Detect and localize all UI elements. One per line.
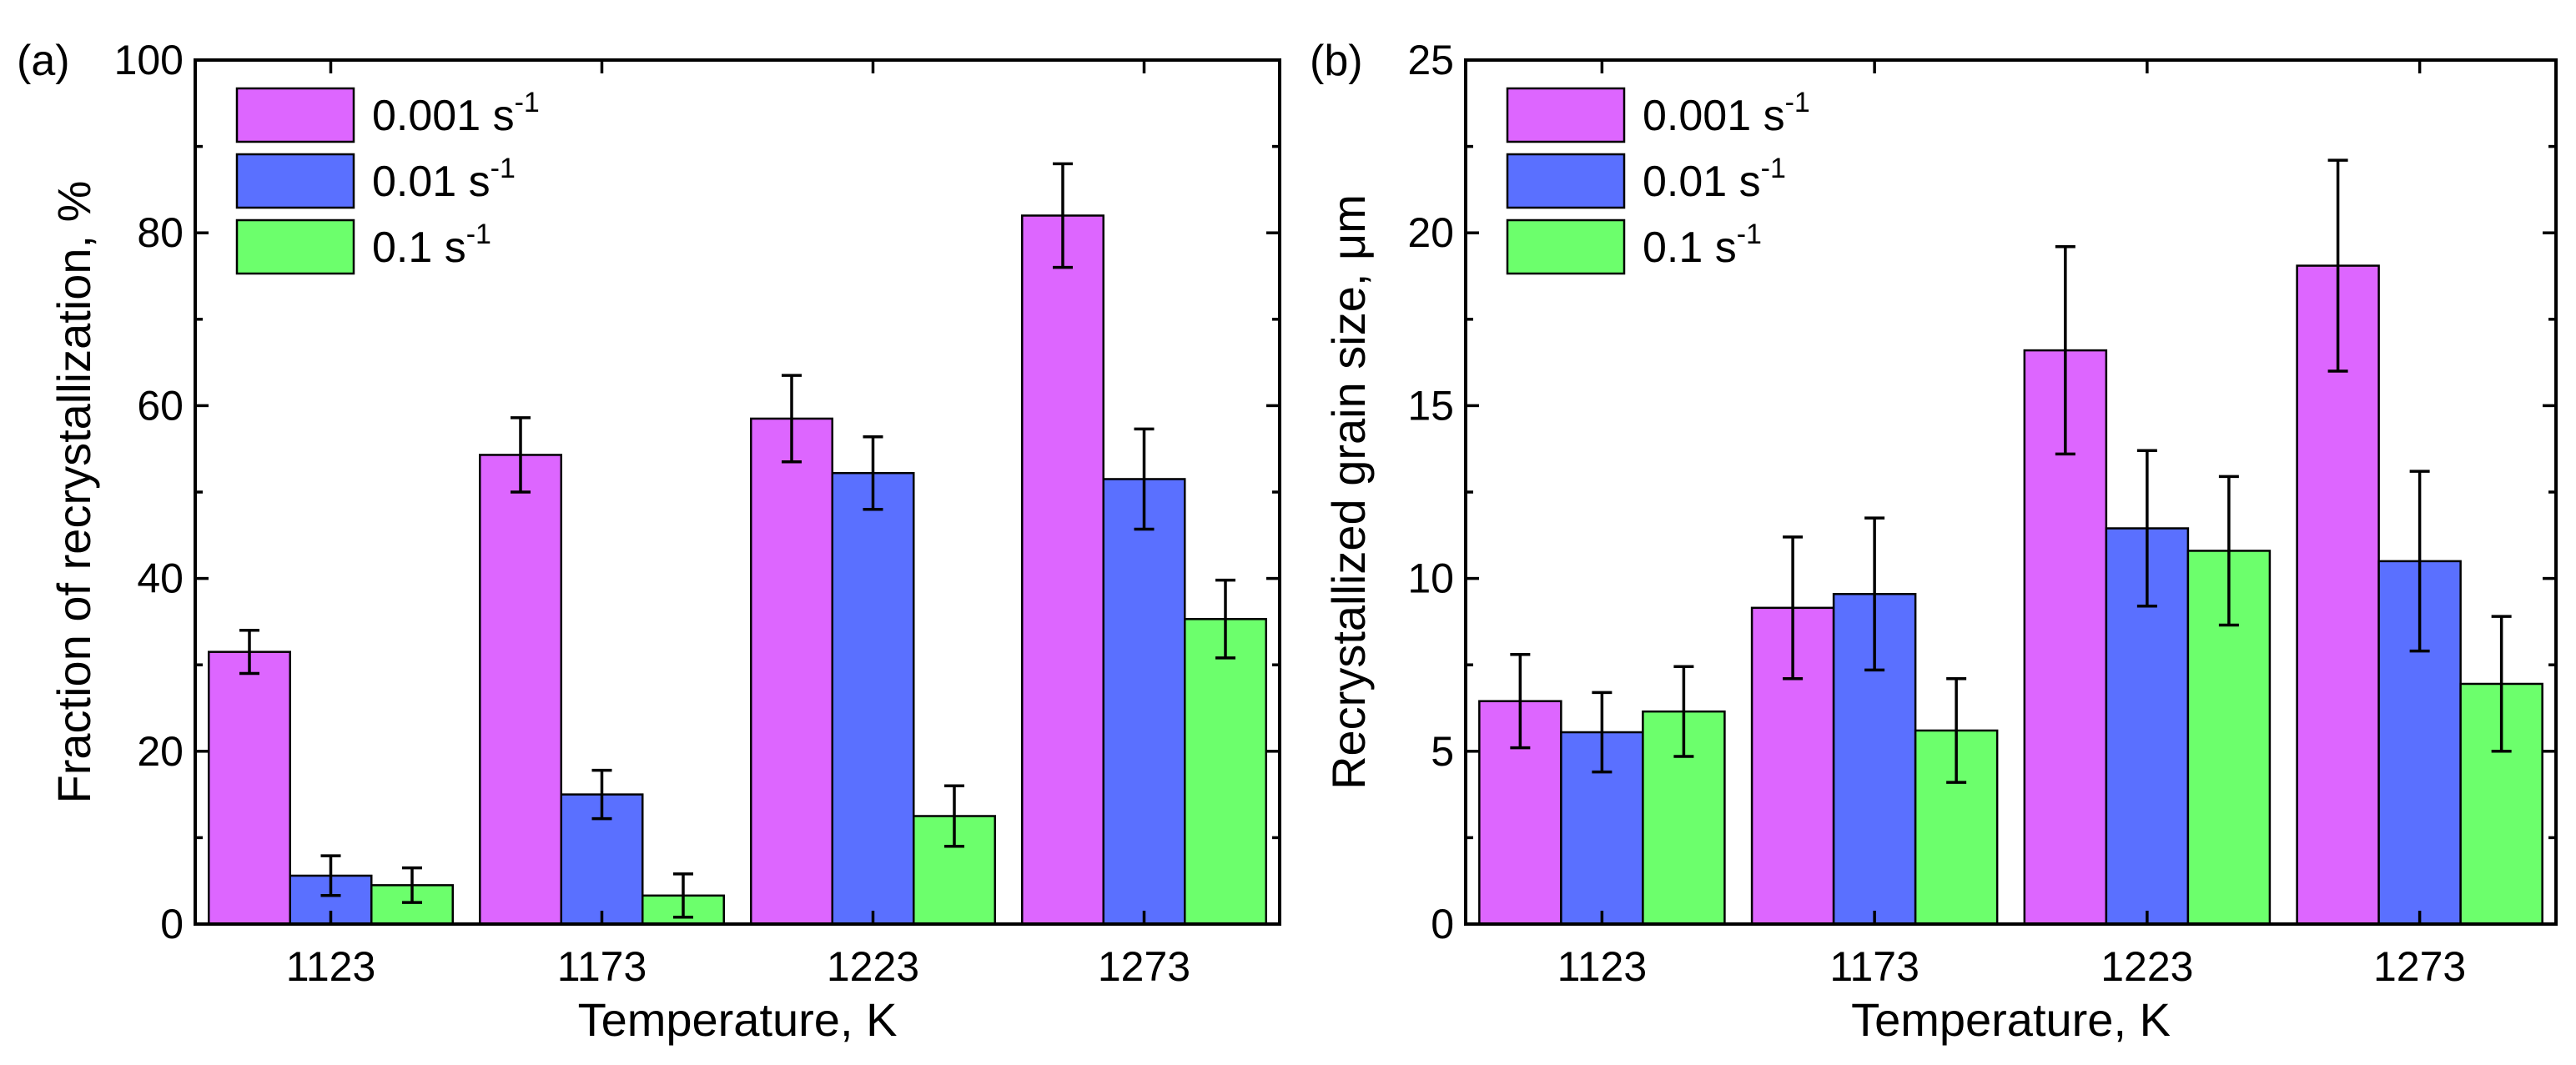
error-bar [1215, 578, 1235, 660]
x-tick-label: 1173 [1829, 943, 1919, 990]
y-tick-label: 20 [1407, 209, 1454, 256]
panel-label: (b) [1310, 37, 1363, 85]
error-bar [1510, 653, 1531, 750]
legend-swatch [235, 219, 355, 275]
x-tick-label: 1123 [286, 943, 376, 990]
y-tick-label: 10 [1407, 555, 1454, 602]
legend-label: 0.1 s-1 [372, 219, 491, 272]
error-bar [320, 854, 341, 897]
y-tick-label: 5 [1431, 728, 1454, 775]
x-tick-label: 1123 [1557, 943, 1648, 990]
y-axis-title: Fraction of recrystallization, % [48, 181, 100, 804]
error-bar [2136, 449, 2157, 608]
y-tick-label: 60 [137, 382, 184, 429]
error-bar [782, 374, 802, 464]
error-bar [2327, 158, 2348, 373]
legend-swatch [1506, 153, 1626, 209]
error-bar [591, 768, 612, 821]
panel-label: (a) [17, 37, 70, 85]
error-bar [2218, 475, 2239, 627]
error-bar [2055, 245, 2075, 456]
y-tick-label: 100 [114, 37, 184, 83]
bar-1273-series-2 [1184, 618, 1267, 926]
legend-label: 0.001 s-1 [372, 87, 540, 140]
bar-1223-series-0 [750, 417, 833, 926]
x-tick-label: 1273 [1098, 943, 1190, 990]
y-tick-label: 0 [1431, 901, 1454, 947]
y-tick-label: 0 [160, 901, 184, 947]
error-bar [1673, 665, 1694, 758]
error-bar [2409, 470, 2430, 653]
legend-label: 0.01 s-1 [372, 153, 516, 206]
legend-swatch [1506, 87, 1626, 143]
x-tick-label: 1173 [557, 943, 647, 990]
y-tick-label: 80 [137, 209, 184, 256]
x-tick-label: 1273 [2373, 943, 2466, 990]
bar-1223-series-1 [831, 471, 915, 926]
error-bar [402, 866, 422, 904]
error-bar [944, 784, 964, 848]
bar-1273-series-1 [1102, 478, 1186, 926]
x-tick-label: 1223 [2101, 943, 2193, 990]
legend-swatch [235, 87, 355, 143]
y-tick-label: 20 [137, 728, 184, 775]
x-axis-title: Temperature, K [1851, 993, 2171, 1046]
y-tick-label: 25 [1407, 37, 1454, 83]
bar-1123-series-0 [208, 651, 291, 926]
error-bar [673, 872, 693, 919]
bar-1273-series-0 [1021, 214, 1104, 926]
error-bar [239, 629, 259, 676]
error-bar [1134, 427, 1155, 531]
error-bar [1783, 535, 1804, 681]
error-bar [1864, 516, 1885, 672]
y-tick-label: 40 [137, 555, 184, 602]
error-bar [1592, 691, 1613, 774]
legend-swatch [1506, 219, 1626, 275]
panel-a: 0 20 40 60 80 100 1123 1173 1223 1273 Temperature,… [17, 37, 1281, 1046]
legend-label: 0.01 s-1 [1643, 153, 1786, 206]
legend-label: 0.1 s-1 [1643, 219, 1762, 272]
panel-b: 0 5 10 15 20 25 1123 1173 1223 1273 Temperature, K… [1310, 37, 2558, 1046]
legend-swatch [235, 153, 355, 209]
x-tick-label: 1223 [827, 943, 919, 990]
error-bar [1053, 162, 1073, 269]
y-tick-label: 15 [1407, 382, 1454, 429]
legend-label: 0.001 s-1 [1643, 87, 1810, 140]
error-bar [863, 435, 883, 511]
x-axis-title: Temperature, K [578, 993, 898, 1046]
error-bar [511, 416, 531, 494]
y-axis-title: Recrystallized grain size, μm [1322, 194, 1375, 790]
bar-1173-series-0 [479, 454, 562, 926]
error-bar [2491, 615, 2512, 753]
error-bar [1946, 677, 1967, 784]
